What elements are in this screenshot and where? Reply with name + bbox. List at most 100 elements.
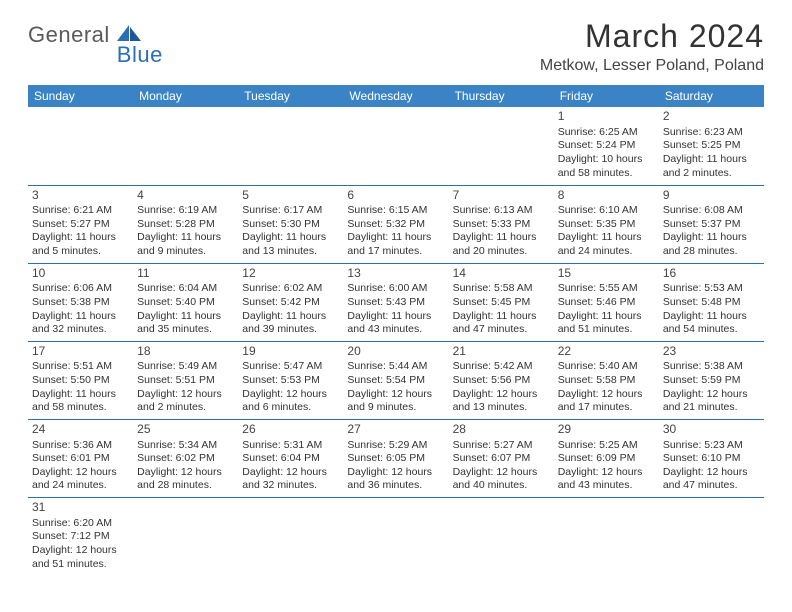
daylight-text: Daylight: 11 hours: [32, 388, 129, 402]
sunrise-text: Sunrise: 5:58 AM: [453, 282, 550, 296]
daylight-text: Daylight: 12 hours: [137, 466, 234, 480]
calendar-empty-cell: [449, 107, 554, 185]
day-number: 16: [663, 266, 760, 282]
daylight-text: Daylight: 12 hours: [242, 466, 339, 480]
sunrise-text: Sunrise: 6:06 AM: [32, 282, 129, 296]
daylight-text: and 36 minutes.: [347, 479, 444, 493]
sunset-text: Sunset: 5:46 PM: [558, 296, 655, 310]
weekday-header: Wednesday: [343, 85, 448, 107]
brand-part2: Blue: [117, 42, 163, 68]
day-number: 13: [347, 266, 444, 282]
day-number: 10: [32, 266, 129, 282]
daylight-text: Daylight: 11 hours: [137, 231, 234, 245]
header: General Blue March 2024 Metkow, Lesser P…: [28, 18, 764, 75]
daylight-text: Daylight: 12 hours: [32, 544, 129, 558]
calendar-week-row: 31Sunrise: 6:20 AMSunset: 7:12 PMDayligh…: [28, 498, 764, 576]
sunrise-text: Sunrise: 6:23 AM: [663, 126, 760, 140]
day-number: 19: [242, 344, 339, 360]
calendar-day-cell: 17Sunrise: 5:51 AMSunset: 5:50 PMDayligh…: [28, 341, 133, 419]
sunset-text: Sunset: 6:01 PM: [32, 452, 129, 466]
sunrise-text: Sunrise: 5:49 AM: [137, 360, 234, 374]
daylight-text: and 17 minutes.: [558, 401, 655, 415]
sunrise-text: Sunrise: 5:38 AM: [663, 360, 760, 374]
sunset-text: Sunset: 5:32 PM: [347, 218, 444, 232]
sunrise-text: Sunrise: 6:25 AM: [558, 126, 655, 140]
sunset-text: Sunset: 5:58 PM: [558, 374, 655, 388]
calendar-day-cell: 15Sunrise: 5:55 AMSunset: 5:46 PMDayligh…: [554, 263, 659, 341]
daylight-text: and 13 minutes.: [242, 245, 339, 259]
daylight-text: Daylight: 12 hours: [347, 388, 444, 402]
daylight-text: and 43 minutes.: [558, 479, 655, 493]
calendar-day-cell: 5Sunrise: 6:17 AMSunset: 5:30 PMDaylight…: [238, 185, 343, 263]
daylight-text: Daylight: 11 hours: [32, 310, 129, 324]
daylight-text: Daylight: 11 hours: [137, 310, 234, 324]
calendar-day-cell: 20Sunrise: 5:44 AMSunset: 5:54 PMDayligh…: [343, 341, 448, 419]
daylight-text: and 54 minutes.: [663, 323, 760, 337]
daylight-text: and 13 minutes.: [453, 401, 550, 415]
daylight-text: Daylight: 11 hours: [242, 310, 339, 324]
daylight-text: and 28 minutes.: [137, 479, 234, 493]
day-number: 1: [558, 109, 655, 125]
calendar-day-cell: 22Sunrise: 5:40 AMSunset: 5:58 PMDayligh…: [554, 341, 659, 419]
sunrise-text: Sunrise: 5:53 AM: [663, 282, 760, 296]
daylight-text: Daylight: 12 hours: [663, 388, 760, 402]
sunrise-text: Sunrise: 5:31 AM: [242, 439, 339, 453]
sunset-text: Sunset: 5:33 PM: [453, 218, 550, 232]
weekday-header: Friday: [554, 85, 659, 107]
day-number: 29: [558, 422, 655, 438]
sunrise-text: Sunrise: 5:55 AM: [558, 282, 655, 296]
calendar-day-cell: 10Sunrise: 6:06 AMSunset: 5:38 PMDayligh…: [28, 263, 133, 341]
calendar-day-cell: 9Sunrise: 6:08 AMSunset: 5:37 PMDaylight…: [659, 185, 764, 263]
daylight-text: Daylight: 12 hours: [453, 466, 550, 480]
day-number: 8: [558, 188, 655, 204]
daylight-text: Daylight: 11 hours: [663, 153, 760, 167]
day-number: 18: [137, 344, 234, 360]
daylight-text: Daylight: 10 hours: [558, 153, 655, 167]
sunset-text: Sunset: 5:53 PM: [242, 374, 339, 388]
sunrise-text: Sunrise: 5:29 AM: [347, 439, 444, 453]
daylight-text: and 32 minutes.: [242, 479, 339, 493]
weekday-header: Saturday: [659, 85, 764, 107]
sunset-text: Sunset: 5:56 PM: [453, 374, 550, 388]
sunset-text: Sunset: 5:25 PM: [663, 139, 760, 153]
day-number: 2: [663, 109, 760, 125]
brand-logo: General Blue: [28, 22, 163, 68]
day-number: 28: [453, 422, 550, 438]
sunset-text: Sunset: 5:42 PM: [242, 296, 339, 310]
sunrise-text: Sunrise: 5:51 AM: [32, 360, 129, 374]
daylight-text: Daylight: 12 hours: [32, 466, 129, 480]
daylight-text: and 40 minutes.: [453, 479, 550, 493]
sunset-text: Sunset: 6:02 PM: [137, 452, 234, 466]
sunrise-text: Sunrise: 5:23 AM: [663, 439, 760, 453]
location-text: Metkow, Lesser Poland, Poland: [540, 57, 764, 75]
daylight-text: and 47 minutes.: [663, 479, 760, 493]
daylight-text: Daylight: 12 hours: [558, 466, 655, 480]
sunrise-text: Sunrise: 6:17 AM: [242, 204, 339, 218]
day-number: 5: [242, 188, 339, 204]
calendar-day-cell: 21Sunrise: 5:42 AMSunset: 5:56 PMDayligh…: [449, 341, 554, 419]
sunrise-text: Sunrise: 6:10 AM: [558, 204, 655, 218]
daylight-text: Daylight: 11 hours: [558, 231, 655, 245]
calendar-day-cell: 12Sunrise: 6:02 AMSunset: 5:42 PMDayligh…: [238, 263, 343, 341]
sunset-text: Sunset: 6:07 PM: [453, 452, 550, 466]
calendar-header-row: SundayMondayTuesdayWednesdayThursdayFrid…: [28, 85, 764, 107]
daylight-text: Daylight: 11 hours: [347, 310, 444, 324]
calendar-week-row: 17Sunrise: 5:51 AMSunset: 5:50 PMDayligh…: [28, 341, 764, 419]
calendar-day-cell: 27Sunrise: 5:29 AMSunset: 6:05 PMDayligh…: [343, 419, 448, 497]
calendar-day-cell: 1Sunrise: 6:25 AMSunset: 5:24 PMDaylight…: [554, 107, 659, 185]
daylight-text: and 28 minutes.: [663, 245, 760, 259]
daylight-text: Daylight: 11 hours: [453, 310, 550, 324]
calendar-day-cell: 6Sunrise: 6:15 AMSunset: 5:32 PMDaylight…: [343, 185, 448, 263]
day-number: 26: [242, 422, 339, 438]
sunrise-text: Sunrise: 5:40 AM: [558, 360, 655, 374]
sunrise-text: Sunrise: 6:15 AM: [347, 204, 444, 218]
daylight-text: and 47 minutes.: [453, 323, 550, 337]
daylight-text: Daylight: 11 hours: [663, 231, 760, 245]
brand-part1: General: [28, 22, 110, 48]
sunset-text: Sunset: 6:05 PM: [347, 452, 444, 466]
calendar-table: SundayMondayTuesdayWednesdayThursdayFrid…: [28, 85, 764, 576]
calendar-empty-cell: [238, 107, 343, 185]
calendar-day-cell: 13Sunrise: 6:00 AMSunset: 5:43 PMDayligh…: [343, 263, 448, 341]
day-number: 3: [32, 188, 129, 204]
calendar-day-cell: 24Sunrise: 5:36 AMSunset: 6:01 PMDayligh…: [28, 419, 133, 497]
